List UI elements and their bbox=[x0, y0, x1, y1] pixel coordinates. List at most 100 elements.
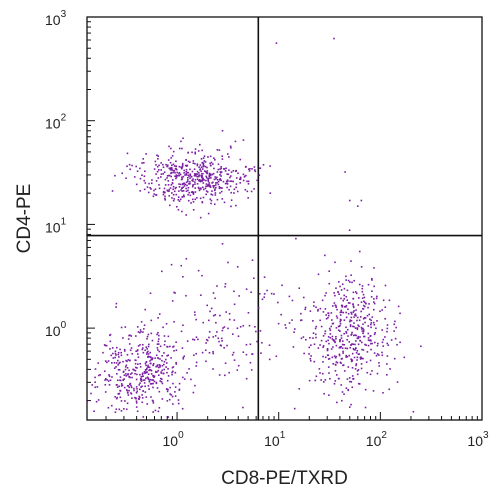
event-point bbox=[170, 394, 173, 396]
event-point bbox=[382, 338, 385, 341]
event-point bbox=[189, 177, 191, 179]
event-point bbox=[170, 147, 172, 150]
event-point bbox=[239, 182, 242, 184]
event-point bbox=[178, 382, 181, 385]
event-point bbox=[328, 357, 331, 360]
event-point bbox=[175, 168, 178, 171]
event-point bbox=[319, 372, 321, 374]
event-point bbox=[313, 305, 315, 307]
event-point bbox=[167, 159, 170, 161]
event-point bbox=[119, 379, 121, 382]
event-point bbox=[192, 160, 195, 162]
event-point bbox=[104, 344, 107, 347]
event-point bbox=[340, 384, 343, 386]
event-point bbox=[156, 165, 159, 168]
event-point bbox=[373, 323, 376, 326]
event-point bbox=[171, 373, 173, 376]
event-point bbox=[104, 377, 107, 380]
event-point bbox=[334, 364, 337, 366]
event-point bbox=[225, 180, 228, 183]
event-point bbox=[143, 175, 146, 178]
event-point bbox=[174, 172, 176, 174]
event-point bbox=[134, 366, 137, 369]
event-point bbox=[120, 400, 123, 402]
event-point bbox=[178, 183, 180, 185]
event-point bbox=[343, 332, 345, 335]
event-point bbox=[202, 163, 205, 166]
event-point bbox=[233, 290, 235, 293]
event-point bbox=[181, 176, 183, 179]
event-point bbox=[111, 376, 113, 378]
event-point bbox=[330, 348, 333, 350]
event-point bbox=[94, 376, 96, 379]
event-point bbox=[109, 348, 111, 350]
event-point bbox=[228, 318, 231, 321]
event-point bbox=[148, 366, 151, 369]
event-point bbox=[161, 355, 163, 357]
event-point bbox=[254, 170, 257, 173]
event-point bbox=[152, 364, 154, 367]
event-point bbox=[355, 347, 357, 350]
tick-exponent: 1 bbox=[280, 430, 286, 441]
event-point bbox=[188, 191, 191, 194]
event-point bbox=[349, 325, 352, 328]
event-point bbox=[136, 390, 138, 393]
event-point bbox=[362, 307, 364, 310]
event-point bbox=[363, 316, 366, 319]
event-point bbox=[192, 338, 194, 341]
event-point bbox=[159, 345, 162, 348]
event-point bbox=[367, 332, 370, 335]
event-point bbox=[153, 376, 155, 379]
event-point bbox=[172, 193, 175, 196]
event-point bbox=[300, 337, 303, 340]
event-point bbox=[135, 397, 137, 400]
event-point bbox=[122, 371, 125, 374]
event-point bbox=[362, 327, 364, 330]
event-point bbox=[225, 167, 227, 170]
event-point bbox=[367, 283, 370, 286]
event-point bbox=[155, 180, 158, 182]
event-point bbox=[180, 264, 183, 267]
event-point bbox=[166, 354, 168, 357]
event-point bbox=[174, 175, 176, 178]
event-point bbox=[210, 164, 212, 167]
event-point bbox=[322, 335, 325, 337]
event-point bbox=[169, 386, 171, 389]
event-point bbox=[345, 330, 347, 333]
event-point bbox=[347, 279, 350, 282]
event-point bbox=[109, 333, 112, 336]
event-point bbox=[166, 165, 169, 168]
event-point bbox=[357, 335, 360, 338]
event-point bbox=[135, 386, 138, 388]
event-point bbox=[364, 321, 366, 324]
event-point bbox=[175, 193, 178, 196]
event-point bbox=[214, 159, 216, 161]
x-axis-ticks bbox=[105, 412, 478, 420]
event-point bbox=[166, 190, 169, 192]
event-point bbox=[188, 368, 190, 370]
event-point bbox=[341, 399, 343, 402]
event-point bbox=[328, 270, 330, 272]
event-point bbox=[121, 384, 124, 387]
event-point bbox=[194, 152, 197, 155]
event-point bbox=[384, 336, 386, 338]
event-point bbox=[135, 183, 138, 186]
event-point bbox=[370, 322, 373, 324]
event-point bbox=[328, 372, 330, 374]
event-point bbox=[171, 300, 174, 302]
event-point bbox=[351, 281, 353, 284]
event-point bbox=[129, 349, 132, 352]
event-point bbox=[325, 317, 328, 320]
event-point bbox=[352, 343, 355, 346]
event-point bbox=[167, 184, 170, 186]
event-point bbox=[182, 275, 184, 278]
event-point bbox=[126, 402, 129, 405]
event-point bbox=[310, 355, 312, 357]
event-point bbox=[168, 195, 171, 197]
event-point bbox=[172, 171, 174, 174]
event-point bbox=[191, 179, 193, 182]
event-point bbox=[139, 377, 142, 380]
event-point bbox=[352, 291, 355, 294]
event-point bbox=[349, 324, 352, 326]
event-point bbox=[370, 342, 372, 345]
